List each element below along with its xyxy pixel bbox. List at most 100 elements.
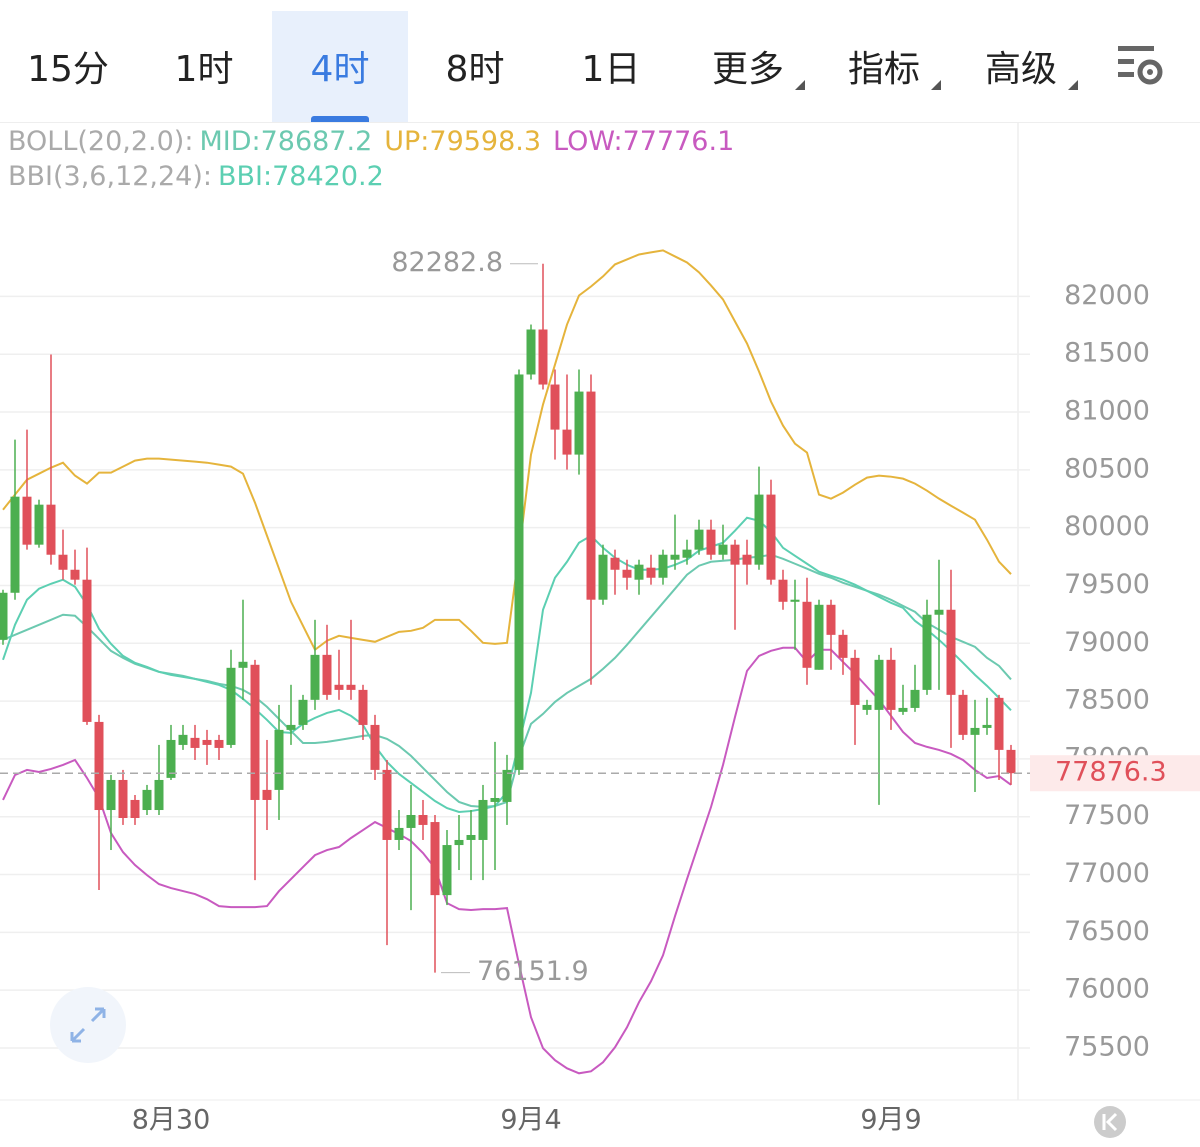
tab[interactable]: 1日 xyxy=(581,49,641,90)
candle-body xyxy=(910,689,920,708)
candle-body xyxy=(742,554,752,565)
candle-body xyxy=(118,779,128,818)
candle-body xyxy=(454,839,464,846)
candle-body xyxy=(250,664,260,800)
candle-body xyxy=(790,599,800,602)
candle-body xyxy=(598,554,608,600)
tab[interactable]: 8时 xyxy=(445,49,505,90)
candle-body xyxy=(538,329,548,385)
candle-body xyxy=(478,799,488,840)
candle-body xyxy=(550,384,560,430)
y-tick-label: 80000 xyxy=(1064,511,1150,542)
candle-body xyxy=(586,391,596,600)
candle-body xyxy=(706,529,716,555)
candle-body xyxy=(718,544,728,555)
timeframe-tabs: 15分 1时 4时 8时 1日 更多 指标 高级 xyxy=(0,0,1200,123)
legend-value: 77776.1 xyxy=(622,126,735,157)
candle-body xyxy=(394,827,404,840)
y-tick-label: 76000 xyxy=(1064,974,1150,1005)
candle-body xyxy=(826,604,836,635)
candle-body xyxy=(574,391,584,455)
tab[interactable]: 15分 xyxy=(27,49,109,90)
candle-body xyxy=(502,769,512,802)
candle-body xyxy=(46,504,56,555)
y-tick-label: 82000 xyxy=(1064,280,1150,311)
candle-body xyxy=(622,569,632,578)
candle-body xyxy=(334,684,344,690)
dropdown-arrow xyxy=(1068,80,1078,90)
candle-body xyxy=(130,799,140,818)
candle-body xyxy=(430,822,440,896)
last-price-box xyxy=(1030,755,1200,792)
last-price-label: 77876.3 xyxy=(1055,757,1167,788)
tab[interactable]: 指标 xyxy=(847,49,921,90)
candle-body xyxy=(982,724,992,728)
x-tick-label: 9月9 xyxy=(860,1105,921,1136)
candle-body xyxy=(142,789,152,811)
expand-button[interactable] xyxy=(50,987,126,1063)
candle-body xyxy=(958,694,968,735)
y-tick-label: 77000 xyxy=(1064,858,1150,889)
candle-body xyxy=(778,579,788,602)
legend-label: BOLL(20,2.0): xyxy=(8,126,194,157)
candle-body xyxy=(286,724,296,730)
candle-body xyxy=(670,554,680,560)
candle-body xyxy=(22,496,32,545)
candle-body xyxy=(418,814,428,825)
legend-entry: MID:78687.2 xyxy=(199,126,378,157)
active-tab-indicator xyxy=(311,116,369,122)
candle-body xyxy=(370,724,380,770)
tab[interactable]: 高级 xyxy=(984,49,1058,90)
candle-body xyxy=(154,779,164,811)
indicator-line xyxy=(2,249,1012,652)
legend-name: UP: xyxy=(384,126,430,157)
candle-body xyxy=(694,529,704,550)
x-tick-label: 9月4 xyxy=(500,1105,561,1136)
candle-body xyxy=(658,554,668,578)
candle-body xyxy=(886,659,896,710)
legend-value: 78420.2 xyxy=(272,161,384,192)
min-price-label: 76151.9 xyxy=(477,956,589,987)
y-tick-label: 78500 xyxy=(1064,685,1150,716)
candle-body xyxy=(166,739,176,778)
candle-body xyxy=(406,814,416,828)
legend-name: MID: xyxy=(199,126,261,157)
candle-body xyxy=(466,834,476,840)
boll-legend: BOLL(20,2.0): MID:78687.2 UP:79598.3 LOW:77… xyxy=(8,126,746,157)
candle-body xyxy=(562,429,572,455)
candle-body xyxy=(730,544,740,565)
x-tick-label: 8月30 xyxy=(132,1105,211,1136)
candle-body xyxy=(238,661,248,668)
candle-body xyxy=(298,699,308,725)
candle-body xyxy=(922,614,932,690)
candle-body xyxy=(262,789,272,800)
candle-body xyxy=(646,567,656,578)
y-tick-label: 77500 xyxy=(1064,800,1150,831)
candle-body xyxy=(214,739,224,748)
candle-body xyxy=(994,697,1004,750)
legend-entry: UP:79598.3 xyxy=(384,126,547,157)
candle-body xyxy=(682,549,692,558)
candle-body xyxy=(490,797,500,802)
tab[interactable]: 1时 xyxy=(174,49,234,90)
candle-body xyxy=(190,737,200,748)
candle-body xyxy=(10,496,20,593)
candle-body xyxy=(874,659,884,710)
y-tick-label: 81500 xyxy=(1064,338,1150,369)
expand-icon xyxy=(70,1007,106,1043)
settings-icon[interactable] xyxy=(1114,40,1174,100)
y-tick-label: 80500 xyxy=(1064,453,1150,484)
candle-body xyxy=(442,845,452,896)
legend-entry: LOW:77776.1 xyxy=(553,126,740,157)
candle-body xyxy=(610,557,620,570)
tab[interactable]: 4时 xyxy=(310,49,370,90)
dropdown-arrow xyxy=(931,80,941,90)
candle-body xyxy=(58,554,68,570)
bbi-legend: BBI(3,6,12,24): BBI:78420.2 xyxy=(8,161,396,192)
candle-body xyxy=(946,609,956,695)
tab[interactable]: 更多 xyxy=(711,49,785,90)
candle-body xyxy=(754,494,764,565)
y-tick-label: 75500 xyxy=(1064,1031,1150,1062)
